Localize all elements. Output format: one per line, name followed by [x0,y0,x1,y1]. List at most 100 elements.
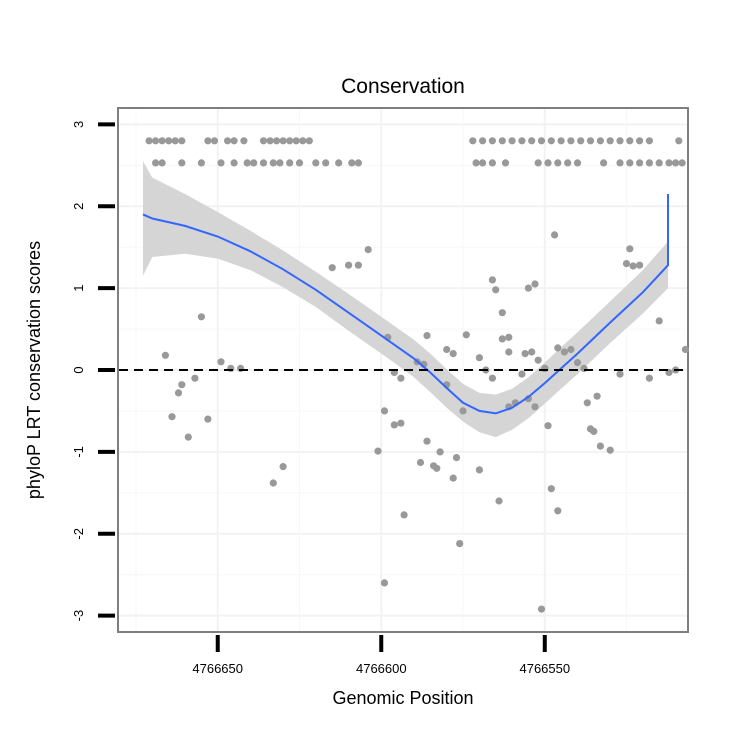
y-axis-label: phyloP LRT conservation scores [24,241,44,499]
data-point [479,159,487,167]
data-point [488,276,496,284]
data-point [573,359,582,367]
data-point [665,159,673,167]
data-point [380,407,389,415]
data-point [184,433,192,441]
y-tick-label: 3 [71,121,86,128]
data-point [433,464,441,472]
data-point [449,474,457,482]
data-point [636,137,644,145]
data-point [596,442,605,450]
data-point [286,159,294,167]
data-point [279,137,287,145]
data-point [217,358,225,366]
data-point [259,137,268,145]
data-point [528,348,536,356]
data-point [462,331,470,339]
x-tick-label: 4766550 [519,661,570,676]
data-point [626,137,634,145]
data-point [537,605,546,613]
y-tick-label: 0 [71,366,86,373]
data-point [560,348,569,356]
data-point [436,448,444,456]
data-point [606,137,614,145]
data-point [165,137,173,145]
data-point [554,507,562,515]
data-point [586,137,595,145]
data-point [518,370,526,378]
data-point [158,159,166,167]
data-points-layer [145,137,690,613]
data-point [596,137,605,145]
data-point [547,485,555,493]
data-point [531,403,539,411]
data-point [577,137,585,145]
data-point [328,264,336,272]
data-point [567,137,575,145]
data-point [210,137,219,145]
data-point [243,159,251,167]
data-point [250,159,258,167]
data-point [645,137,654,145]
data-point [400,511,408,519]
data-point [475,466,483,474]
data-point [374,447,382,455]
data-point [364,246,372,254]
data-point [544,159,552,167]
data-point [544,422,552,430]
data-point [498,335,506,343]
data-point [423,437,431,445]
data-point [501,159,510,167]
data-point [279,463,287,471]
data-point [636,159,644,167]
data-point [645,159,654,167]
y-tick-label: 1 [71,284,86,291]
data-point [295,159,304,167]
data-point [564,159,572,167]
data-point [537,137,546,145]
data-point [345,261,353,269]
y-tick-label: -1 [71,446,86,458]
data-point [224,137,232,145]
data-point [524,395,533,403]
data-point [312,159,320,167]
data-point [524,284,533,292]
data-point [528,137,536,145]
data-point [492,286,500,294]
data-point [469,137,477,145]
data-point [423,332,431,340]
data-point [567,345,575,354]
data-point [335,159,343,167]
data-point [475,354,483,362]
data-point [534,159,542,167]
data-point [322,159,330,167]
data-point [299,137,307,145]
data-point [158,137,166,145]
data-point [230,137,238,145]
data-point [678,159,686,167]
data-point [443,345,451,354]
data-point [152,137,160,145]
data-point [273,137,281,145]
data-point [488,374,496,382]
data-point [498,137,506,145]
data-point [636,261,644,269]
data-point [259,159,268,167]
data-point [629,262,637,270]
data-point [583,399,591,407]
data-point [488,137,496,145]
smooth-line-layer [142,194,669,415]
data-point [554,159,562,167]
data-point [488,159,496,167]
data-point [645,374,654,382]
data-point [354,261,362,269]
data-point [681,345,690,354]
data-point [573,159,582,167]
data-point [590,427,598,435]
smooth-line [142,194,669,415]
data-point [230,159,238,167]
data-point [390,421,398,429]
data-point [626,245,634,253]
data-point [145,137,153,145]
